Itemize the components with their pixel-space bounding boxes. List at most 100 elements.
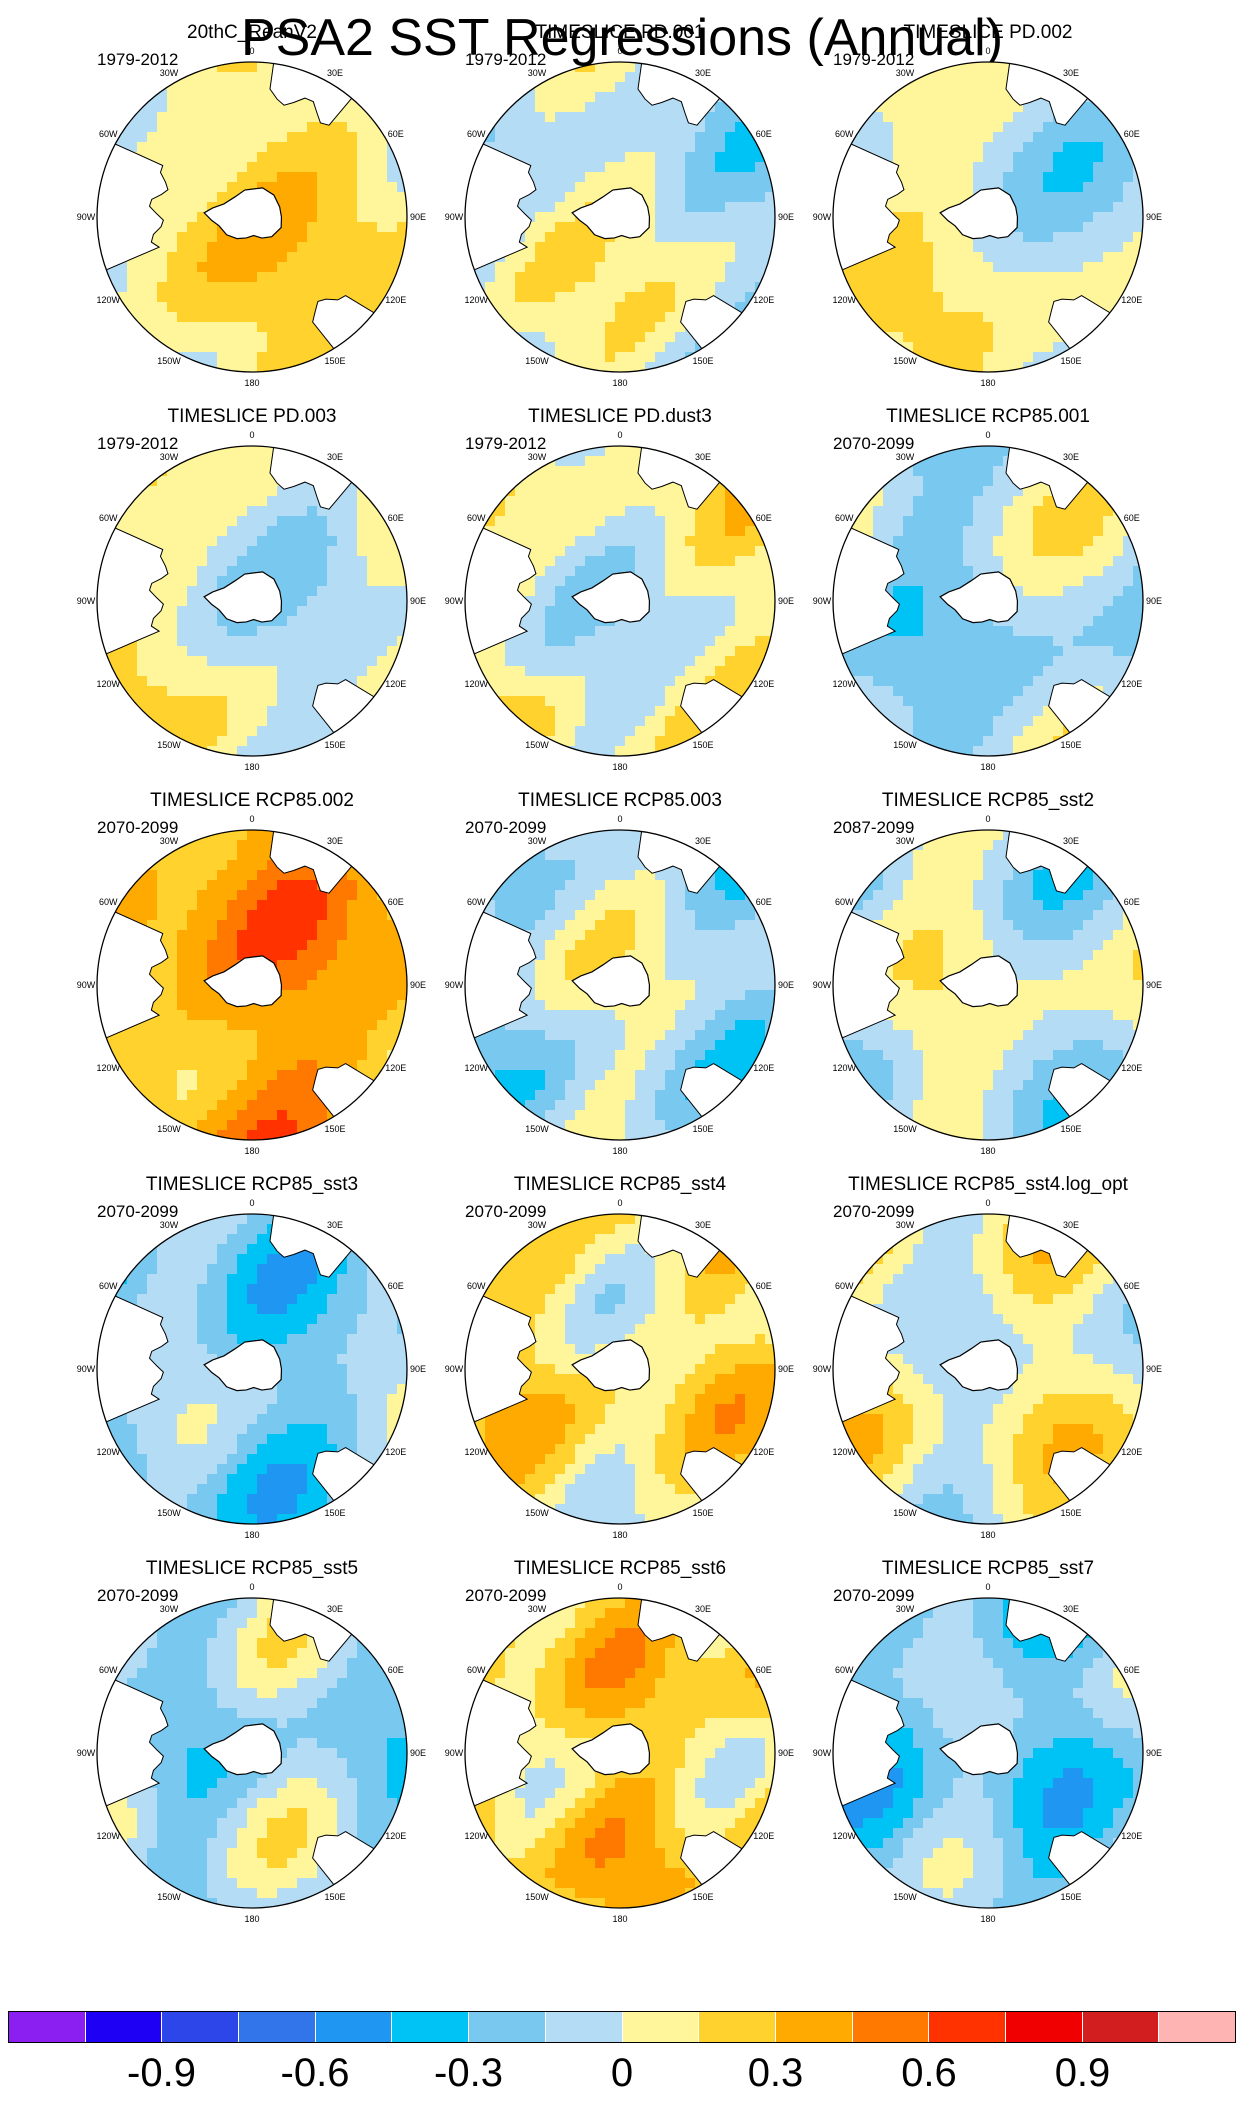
sst-cell	[705, 152, 716, 163]
sst-cell	[725, 586, 736, 597]
sst-cell	[217, 152, 228, 163]
sst-cell	[953, 616, 964, 627]
sst-cell	[695, 292, 706, 303]
sst-cell	[337, 142, 348, 153]
sst-cell	[267, 282, 278, 293]
sst-cell	[1093, 536, 1104, 547]
sst-cell	[237, 546, 248, 557]
sst-cell	[177, 282, 188, 293]
sst-cell	[903, 566, 914, 577]
sst-cell	[387, 162, 398, 173]
sst-cell	[605, 302, 616, 313]
sst-cell	[745, 192, 756, 203]
sst-cell	[635, 686, 646, 697]
sst-cell	[317, 262, 328, 273]
sst-cell	[337, 666, 348, 677]
sst-cell	[535, 726, 546, 737]
sst-cell	[705, 192, 716, 203]
sst-cell	[287, 322, 298, 333]
sst-cell	[903, 132, 914, 143]
sst-cell	[675, 122, 686, 133]
map-border	[464, 445, 776, 757]
sst-cell	[237, 736, 248, 747]
sst-cell	[247, 62, 258, 73]
sst-cell	[117, 132, 128, 143]
sst-cell	[745, 262, 756, 273]
sst-cell	[277, 726, 288, 737]
sst-cell	[883, 486, 894, 497]
sst-cell	[993, 746, 1004, 756]
sst-cell	[893, 242, 904, 253]
sst-cell	[167, 666, 178, 677]
sst-cell	[685, 272, 696, 283]
sst-cell	[903, 706, 914, 717]
sst-cell	[297, 606, 308, 617]
sst-cell	[933, 636, 944, 647]
sst-cell	[267, 272, 278, 283]
map-border	[464, 61, 776, 373]
sst-cell	[983, 516, 994, 527]
sst-cell	[1023, 162, 1034, 173]
sst-cell	[953, 102, 964, 113]
sst-cell	[745, 252, 756, 263]
sst-cell	[933, 332, 944, 343]
sst-cell	[933, 606, 944, 617]
sst-cell	[605, 362, 616, 372]
sst-cell	[257, 322, 268, 333]
sst-cell	[923, 242, 934, 253]
sst-cell	[525, 526, 536, 537]
sst-cell	[1123, 596, 1134, 607]
sst-cell	[545, 696, 556, 707]
sst-cell	[505, 506, 516, 517]
sst-cell	[675, 506, 686, 517]
sst-cell	[585, 626, 596, 637]
sst-cell	[983, 272, 994, 283]
sst-cell	[605, 292, 616, 303]
sst-cell	[277, 202, 288, 213]
sst-cell	[545, 486, 556, 497]
sst-cell	[993, 506, 1004, 517]
sst-cell	[943, 132, 954, 143]
sst-cell	[1113, 282, 1124, 293]
sst-cell	[187, 192, 198, 203]
sst-cell	[157, 890, 168, 901]
sst-cell	[755, 576, 766, 587]
sst-cell	[595, 82, 606, 93]
sst-cell	[635, 746, 646, 756]
sst-cell	[545, 172, 556, 183]
sst-cell	[187, 352, 198, 363]
sst-cell	[127, 676, 138, 687]
sst-cell	[505, 132, 516, 143]
sst-cell	[167, 646, 178, 657]
sst-cell	[177, 596, 188, 607]
sst-cell	[367, 252, 378, 263]
sst-cell	[953, 466, 964, 477]
sst-cell	[923, 152, 934, 163]
sst-cell	[157, 716, 168, 727]
sst-cell	[963, 646, 974, 657]
sst-cell	[347, 212, 358, 223]
sst-cell	[555, 202, 566, 213]
sst-cell	[367, 666, 378, 677]
sst-cell	[545, 636, 556, 647]
sst-cell	[377, 596, 388, 607]
sst-cell	[675, 706, 686, 717]
sst-cell	[1023, 252, 1034, 263]
sst-cell	[1103, 182, 1114, 193]
sst-cell	[1083, 616, 1094, 627]
sst-cell	[247, 302, 258, 313]
sst-cell	[227, 830, 238, 841]
sst-cell	[963, 666, 974, 677]
sst-cell	[1043, 182, 1054, 193]
sst-cell	[1033, 222, 1044, 233]
sst-cell	[923, 586, 934, 597]
sst-cell	[515, 586, 526, 597]
sst-cell	[515, 332, 526, 343]
sst-cell	[1033, 516, 1044, 527]
sst-cell	[187, 92, 198, 103]
sst-cell	[535, 556, 546, 567]
sst-cell	[187, 596, 198, 607]
sst-cell	[1023, 556, 1034, 567]
sst-cell	[257, 736, 268, 747]
sst-cell	[913, 262, 924, 273]
